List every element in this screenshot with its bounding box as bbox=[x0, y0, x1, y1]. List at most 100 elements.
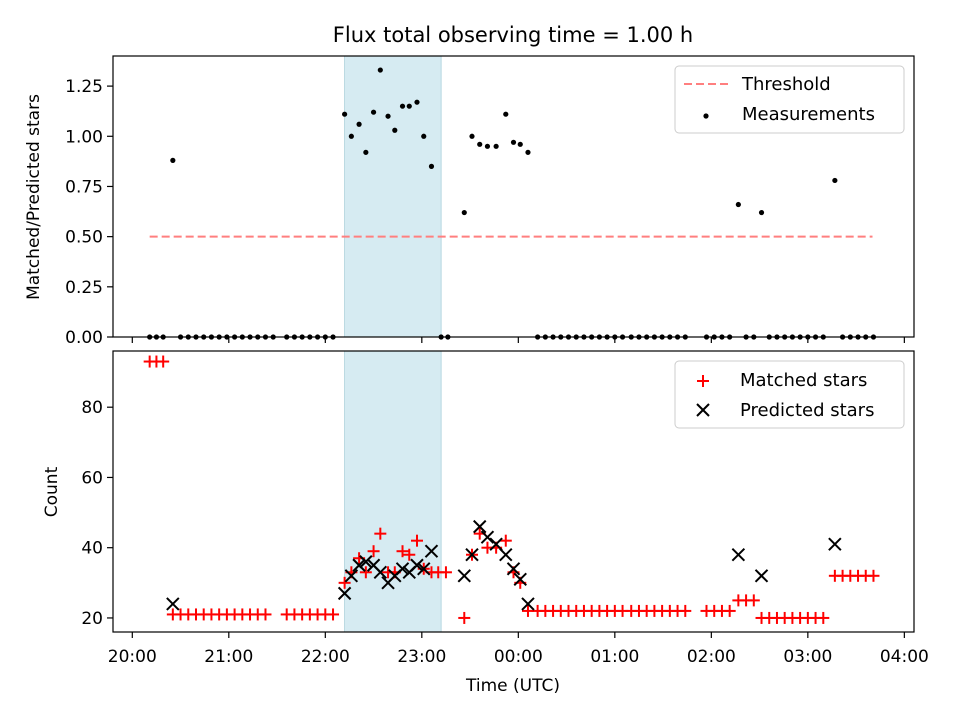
legend-predicted-label: Predicted stars bbox=[740, 400, 874, 421]
legend-matched-marker bbox=[697, 375, 709, 387]
predicted-star-point bbox=[373, 565, 388, 579]
bottom-y-tick-label: 40 bbox=[81, 539, 103, 559]
measurement-point bbox=[503, 111, 509, 117]
matched-star-point bbox=[679, 604, 692, 617]
top-plot-frame bbox=[112, 55, 915, 338]
top-y-tick-label: 0.75 bbox=[65, 177, 103, 197]
measurement-point bbox=[377, 67, 383, 73]
x-tick-label: 20:00 bbox=[108, 647, 157, 667]
bottom-legend: Matched stars Predicted stars bbox=[674, 360, 905, 429]
predicted-star-point bbox=[506, 562, 521, 576]
predicted-star-point bbox=[417, 562, 431, 576]
legend-measurements-marker bbox=[703, 113, 709, 119]
matched-star-point bbox=[338, 576, 351, 589]
measurement-point bbox=[758, 209, 765, 216]
top-y-axis-label: Matched/Predicted stars bbox=[24, 94, 44, 300]
predicted-star-point bbox=[480, 530, 495, 544]
matched-star-point bbox=[403, 548, 416, 561]
measurement-point bbox=[370, 109, 377, 115]
matched-star-point bbox=[259, 608, 272, 621]
predicted-star-point bbox=[424, 544, 439, 558]
matched-star-point bbox=[439, 566, 452, 579]
predicted-star-point bbox=[457, 569, 471, 583]
matched-star-point bbox=[723, 604, 736, 617]
measurement-point bbox=[399, 103, 406, 109]
predicted-star-point bbox=[489, 537, 503, 551]
matched-star-point bbox=[396, 545, 409, 558]
top-axes: 0.00 0.25 0.50 0.75 1.00 1.25 bbox=[65, 77, 905, 348]
measurement-point bbox=[421, 133, 427, 139]
predicted-star-point bbox=[410, 558, 424, 572]
measurement-point bbox=[510, 139, 517, 145]
top-legend: Threshold Measurements bbox=[674, 65, 905, 134]
measurement-point bbox=[392, 127, 398, 133]
legend-matched-label: Matched stars bbox=[740, 370, 867, 391]
measurement-point bbox=[170, 157, 176, 163]
predicted-star-point bbox=[465, 548, 479, 562]
matched-star-point bbox=[817, 611, 830, 624]
predicted-star-point bbox=[513, 572, 527, 587]
top-y-tick-label: 0.25 bbox=[65, 278, 103, 298]
measurement-point bbox=[461, 209, 467, 216]
matched-star-point bbox=[867, 569, 880, 582]
measurement-point bbox=[414, 99, 420, 105]
bottom-y-tick-label: 60 bbox=[81, 468, 103, 488]
predicted-star-point bbox=[731, 548, 746, 562]
predicted-star-point bbox=[395, 562, 410, 576]
measurement-point bbox=[348, 133, 354, 139]
x-tick-label: 03:00 bbox=[783, 647, 832, 667]
measurement-point bbox=[517, 141, 523, 147]
matched-star-point bbox=[367, 545, 380, 558]
measurement-point bbox=[484, 143, 491, 149]
bottom-plot-marks bbox=[143, 355, 880, 624]
bottom-shaded-interval bbox=[344, 350, 442, 633]
measurement-point bbox=[832, 177, 838, 184]
measurement-point bbox=[406, 103, 412, 109]
bottom-y-tick-label: 80 bbox=[81, 398, 103, 418]
x-tick-label: 22:00 bbox=[301, 647, 350, 667]
predicted-star-point bbox=[337, 586, 352, 601]
legend-threshold-label: Threshold bbox=[741, 74, 831, 95]
top-y-tick-label: 0.50 bbox=[65, 228, 103, 248]
top-y-tick-label: 1.00 bbox=[65, 127, 103, 147]
predicted-star-point bbox=[352, 558, 366, 572]
legend-measurements-label: Measurements bbox=[742, 104, 875, 125]
x-tick-label: 04:00 bbox=[880, 647, 929, 667]
bottom-y-axis-label: Count bbox=[42, 466, 62, 517]
measurement-point bbox=[428, 163, 435, 169]
x-tick-label: 00:00 bbox=[494, 647, 543, 667]
matched-star-point bbox=[410, 534, 423, 547]
matched-star-point bbox=[499, 534, 512, 547]
top-shaded-interval bbox=[344, 55, 442, 338]
x-tick-label: 02:00 bbox=[687, 647, 736, 667]
bottom-plot-frame bbox=[112, 350, 915, 633]
predicted-star-point bbox=[828, 537, 842, 551]
matched-star-point bbox=[157, 355, 170, 368]
measurement-point bbox=[477, 141, 483, 147]
predicted-star-point bbox=[499, 548, 513, 562]
matched-star-point bbox=[374, 527, 387, 540]
top-y-tick-label: 1.25 bbox=[65, 77, 103, 97]
measurement-point bbox=[342, 111, 348, 117]
predicted-star-point bbox=[359, 555, 373, 569]
x-tick-label: 01:00 bbox=[590, 647, 639, 667]
x-tick-label: 21:00 bbox=[204, 647, 253, 667]
bottom-axes: 20 40 60 80 20:00 21:00 22:00 23:00 00:00 01:00 02… bbox=[81, 398, 928, 667]
predicted-star-point bbox=[473, 519, 487, 534]
measurement-point bbox=[356, 121, 362, 127]
predicted-star-point bbox=[754, 569, 769, 583]
top-chart-title: Flux total observing time = 1.00 h bbox=[333, 23, 693, 47]
predicted-star-point bbox=[166, 597, 180, 611]
x-axis-label: Time (UTC) bbox=[465, 676, 560, 696]
predicted-star-point bbox=[521, 597, 535, 611]
matched-star-point bbox=[359, 566, 372, 579]
measurement-point bbox=[493, 143, 499, 149]
top-y-tick-label: 0.00 bbox=[65, 328, 103, 348]
matched-star-point bbox=[327, 608, 340, 621]
bottom-y-tick-label: 20 bbox=[81, 609, 103, 629]
matched-star-point bbox=[747, 594, 760, 607]
measurement-point bbox=[469, 133, 475, 139]
matched-star-point bbox=[458, 611, 471, 624]
measurement-point bbox=[735, 201, 741, 208]
